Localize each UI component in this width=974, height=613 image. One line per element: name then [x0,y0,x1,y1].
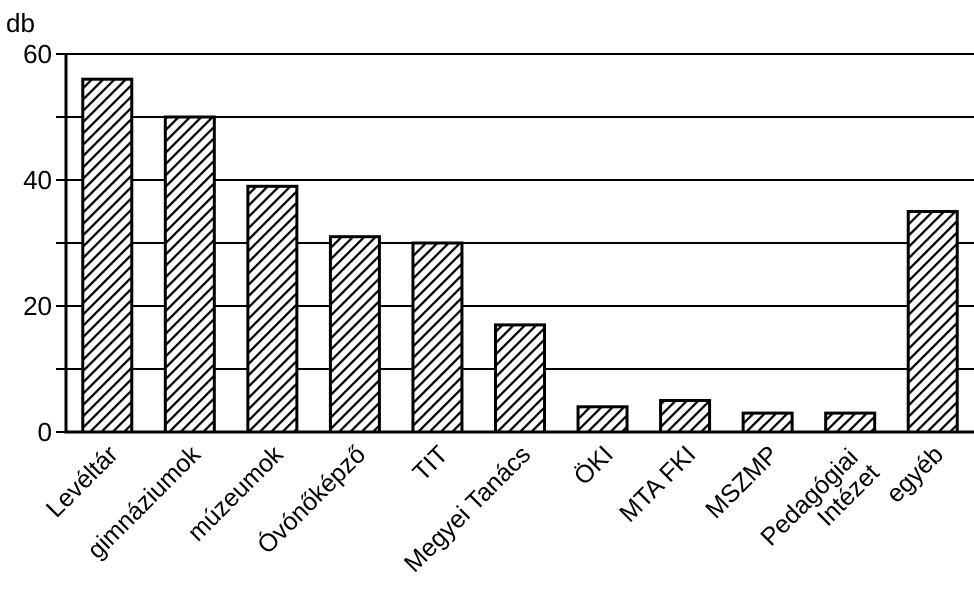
x-tick-label-line: MSZMP [700,440,784,524]
bar [494,323,546,434]
y-axis-ticks: 0 20 40 60 [23,39,66,447]
bar [741,411,794,434]
x-tick-label: egyéb [881,440,949,508]
y-tick-label: 60 [23,39,52,69]
bar [246,184,299,434]
gridlines [66,53,974,370]
bar [411,241,464,434]
x-tick-label: MSZMP [700,440,784,524]
bar [576,405,629,434]
bars [81,77,959,434]
y-tick-label: 40 [23,165,52,195]
y-axis-unit-label: db [6,8,35,38]
bar [906,210,959,434]
x-tick-label: TIT [407,440,453,486]
x-tick-label-line: egyéb [881,440,949,508]
bar [824,411,877,434]
x-tick-label-line: Levéltár [41,440,124,523]
bar [163,115,216,434]
y-tick-label: 0 [38,417,52,447]
x-tick-label: ÖKI [569,440,619,490]
x-tick-label-line: TIT [407,440,453,486]
bar [659,399,712,434]
bar [328,235,381,434]
bar [81,77,134,434]
x-tick-label-line: ÖKI [569,440,619,490]
x-tick-label: MTA FKI [614,440,701,527]
x-tick-label: Levéltár [41,440,124,523]
y-tick-label: 20 [23,291,52,321]
x-tick-label-line: MTA FKI [614,440,701,527]
